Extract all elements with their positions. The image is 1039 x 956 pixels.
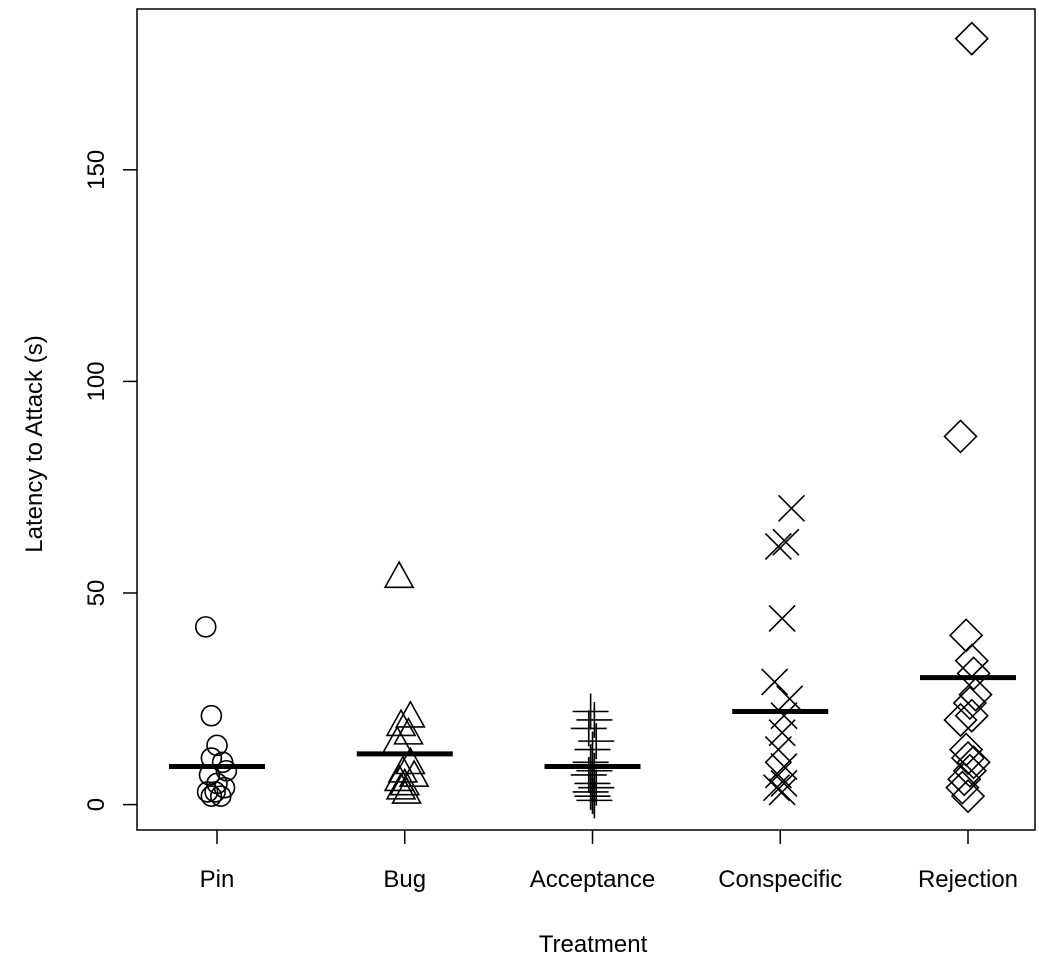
x-axis-title: Treatment <box>539 931 648 956</box>
diamond-marker <box>950 779 986 814</box>
cross-marker <box>770 769 798 798</box>
x-tick-label: Rejection <box>918 866 1018 893</box>
cross-marker <box>762 774 791 802</box>
cross-marker <box>772 528 800 556</box>
circle-marker <box>206 734 228 757</box>
cross-marker <box>768 719 796 747</box>
x-tick-label: Conspecific <box>718 866 842 893</box>
circle-marker <box>196 781 219 803</box>
x-tick-label: Pin <box>200 866 235 893</box>
diamond-marker <box>943 419 978 454</box>
y-axis-title: Latency to Attack (s) <box>21 335 48 552</box>
diamond-marker <box>956 745 991 780</box>
diamond-marker <box>948 618 984 653</box>
plus-marker <box>578 723 615 760</box>
mean-bars <box>169 675 1016 770</box>
diamond-marker <box>954 21 989 56</box>
circle-marker <box>200 785 223 807</box>
plus-marker <box>576 782 613 819</box>
y-tick-label: 0 <box>83 798 110 811</box>
triangle-marker <box>393 717 424 745</box>
triangle-marker <box>391 776 422 804</box>
triangle-marker <box>383 560 415 589</box>
y-tick-label: 100 <box>83 361 110 401</box>
diamond-marker <box>952 753 988 788</box>
y-axis: 0 50 100 150 <box>83 150 137 811</box>
data-points <box>194 21 993 819</box>
cross-marker <box>768 604 796 632</box>
circle-marker <box>200 704 223 727</box>
triangle-marker <box>395 746 426 775</box>
x-axis: Pin Bug Acceptance Conspecific Rejection <box>200 830 1018 893</box>
circle-marker <box>194 616 217 638</box>
plus-marker <box>572 693 609 730</box>
plus-marker <box>576 701 613 738</box>
cross-marker <box>764 761 792 789</box>
plot-frame <box>136 8 1036 831</box>
cross-marker <box>764 532 792 561</box>
y-tick-label: 150 <box>83 150 110 190</box>
x-tick-label: Bug <box>383 866 426 893</box>
diamond-marker <box>943 702 978 738</box>
diamond-marker <box>954 643 989 678</box>
cross-marker <box>776 685 804 713</box>
cross-marker <box>761 668 789 696</box>
cross-marker <box>770 702 798 730</box>
diamond-marker <box>950 740 986 776</box>
circle-marker <box>204 781 226 803</box>
triangle-marker <box>389 767 421 796</box>
cross-marker <box>764 736 792 764</box>
diamond-marker <box>952 685 988 721</box>
plus-marker <box>572 773 609 810</box>
diamond-marker <box>956 656 991 691</box>
circle-marker <box>209 785 232 807</box>
cross-marker <box>777 494 806 522</box>
cross-marker <box>770 752 798 781</box>
diamond-marker <box>947 762 982 797</box>
cross-marker <box>768 778 796 806</box>
plus-marker <box>574 778 611 815</box>
diamond-marker <box>958 677 993 712</box>
triangle-marker <box>385 772 417 800</box>
y-tick-label: 50 <box>83 580 110 607</box>
x-tick-label: Acceptance <box>530 866 655 893</box>
diamond-marker <box>954 698 989 733</box>
diamond-marker <box>945 770 980 805</box>
